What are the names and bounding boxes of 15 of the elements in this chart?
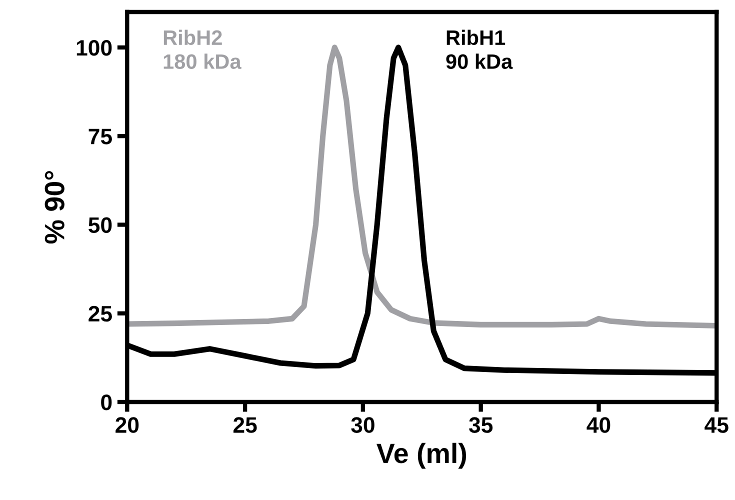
x-tick-label: 40 — [586, 417, 610, 433]
y-tick-label: 50 — [88, 217, 112, 233]
x-tick-label: 25 — [233, 417, 257, 433]
y-tick-label: 100 — [76, 40, 112, 56]
y-tick-label: 25 — [88, 306, 112, 322]
x-tick-label: 35 — [468, 417, 493, 433]
x-tick-label: 20 — [116, 417, 139, 433]
x-tick-label: 45 — [704, 417, 728, 433]
x-tick-label: 30 — [351, 417, 374, 433]
y-axis-title: % 90° — [44, 170, 64, 244]
y-tick-label: 0 — [101, 394, 112, 410]
series-label: RibH1 90 kDa — [446, 30, 513, 69]
y-tick-label: 75 — [88, 128, 112, 144]
text: RibH2 180 kDa — [164, 30, 242, 69]
x-axis-title: Ve (ml) — [376, 442, 466, 469]
